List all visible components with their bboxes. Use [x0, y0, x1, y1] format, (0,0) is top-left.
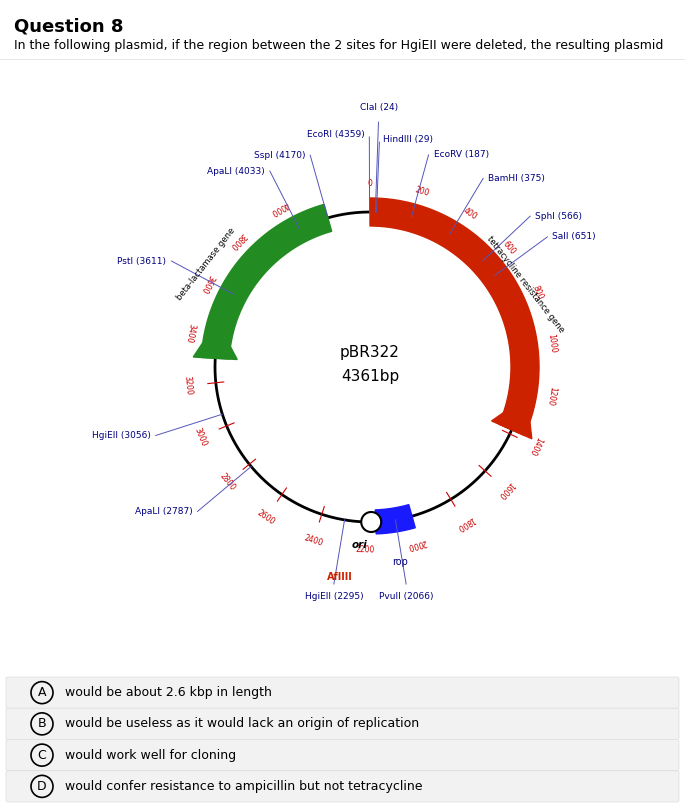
Text: 0: 0 [368, 179, 373, 189]
Text: PstI (3611): PstI (3611) [118, 257, 166, 266]
Text: 2800: 2800 [218, 471, 237, 492]
Text: SalI (651): SalI (651) [552, 232, 596, 241]
Text: SphI (566): SphI (566) [535, 211, 582, 220]
Text: 3400: 3400 [184, 323, 197, 344]
Text: ClaI (24): ClaI (24) [360, 103, 398, 112]
Text: ApaLI (2787): ApaLI (2787) [135, 507, 192, 516]
Text: AflIII: AflIII [327, 572, 352, 582]
Text: EcoRI (4359): EcoRI (4359) [307, 129, 364, 139]
FancyBboxPatch shape [6, 677, 679, 709]
Text: 2000: 2000 [406, 537, 427, 550]
Text: EcoRV (187): EcoRV (187) [434, 150, 488, 160]
Text: HindIII (29): HindIII (29) [382, 135, 432, 144]
Text: 1600: 1600 [496, 479, 516, 500]
Text: rop: rop [393, 557, 408, 567]
FancyBboxPatch shape [6, 709, 679, 739]
Text: D: D [37, 780, 47, 792]
Polygon shape [201, 204, 332, 359]
Text: would be useless as it would lack an origin of replication: would be useless as it would lack an ori… [65, 717, 419, 730]
Text: would work well for cloning: would work well for cloning [65, 749, 236, 762]
Text: B: B [38, 717, 47, 730]
FancyBboxPatch shape [6, 739, 679, 771]
Text: 3600: 3600 [199, 273, 216, 294]
Polygon shape [375, 504, 415, 534]
Text: 4000: 4000 [269, 199, 290, 217]
Text: 200: 200 [414, 185, 430, 198]
Text: beta-lactamase gene: beta-lactamase gene [175, 226, 237, 302]
Circle shape [361, 512, 382, 532]
Text: HgiEII (3056): HgiEII (3056) [92, 431, 151, 440]
Text: tetracycline resistance gene: tetracycline resistance gene [485, 235, 566, 335]
Text: 2600: 2600 [256, 508, 277, 527]
Polygon shape [193, 343, 237, 359]
Text: ApaLI (4033): ApaLI (4033) [207, 166, 265, 176]
Text: 1000: 1000 [546, 333, 557, 353]
Text: 600: 600 [501, 240, 517, 257]
Text: 1400: 1400 [527, 435, 543, 457]
Text: 3800: 3800 [227, 231, 247, 251]
Text: ori: ori [351, 540, 367, 550]
Text: C: C [38, 749, 47, 762]
Text: 1200: 1200 [545, 386, 557, 406]
Polygon shape [492, 412, 532, 439]
Text: 400: 400 [461, 206, 478, 221]
Text: would confer resistance to ampicillin but not tetracycline: would confer resistance to ampicillin bu… [65, 780, 423, 792]
Text: 4361bp: 4361bp [341, 370, 399, 384]
Text: 1800: 1800 [455, 514, 476, 532]
Text: HgiEII (2295): HgiEII (2295) [305, 592, 363, 601]
Text: 800: 800 [530, 284, 545, 301]
Text: 3000: 3000 [193, 426, 209, 447]
Text: 2400: 2400 [303, 533, 324, 548]
Text: SspI (4170): SspI (4170) [253, 151, 306, 160]
Text: 2200: 2200 [355, 546, 375, 554]
Text: pBR322: pBR322 [340, 345, 400, 359]
Text: would be about 2.6 kbp in length: would be about 2.6 kbp in length [65, 686, 272, 699]
Text: 3200: 3200 [182, 375, 193, 395]
Text: PvuII (2066): PvuII (2066) [379, 592, 434, 601]
FancyBboxPatch shape [6, 771, 679, 802]
Text: A: A [38, 686, 47, 699]
Text: In the following plasmid, if the region between the 2 sites for HgiEII were dele: In the following plasmid, if the region … [14, 39, 663, 52]
Text: BamHI (375): BamHI (375) [488, 174, 545, 183]
Polygon shape [370, 198, 539, 436]
Text: Question 8: Question 8 [14, 17, 123, 35]
